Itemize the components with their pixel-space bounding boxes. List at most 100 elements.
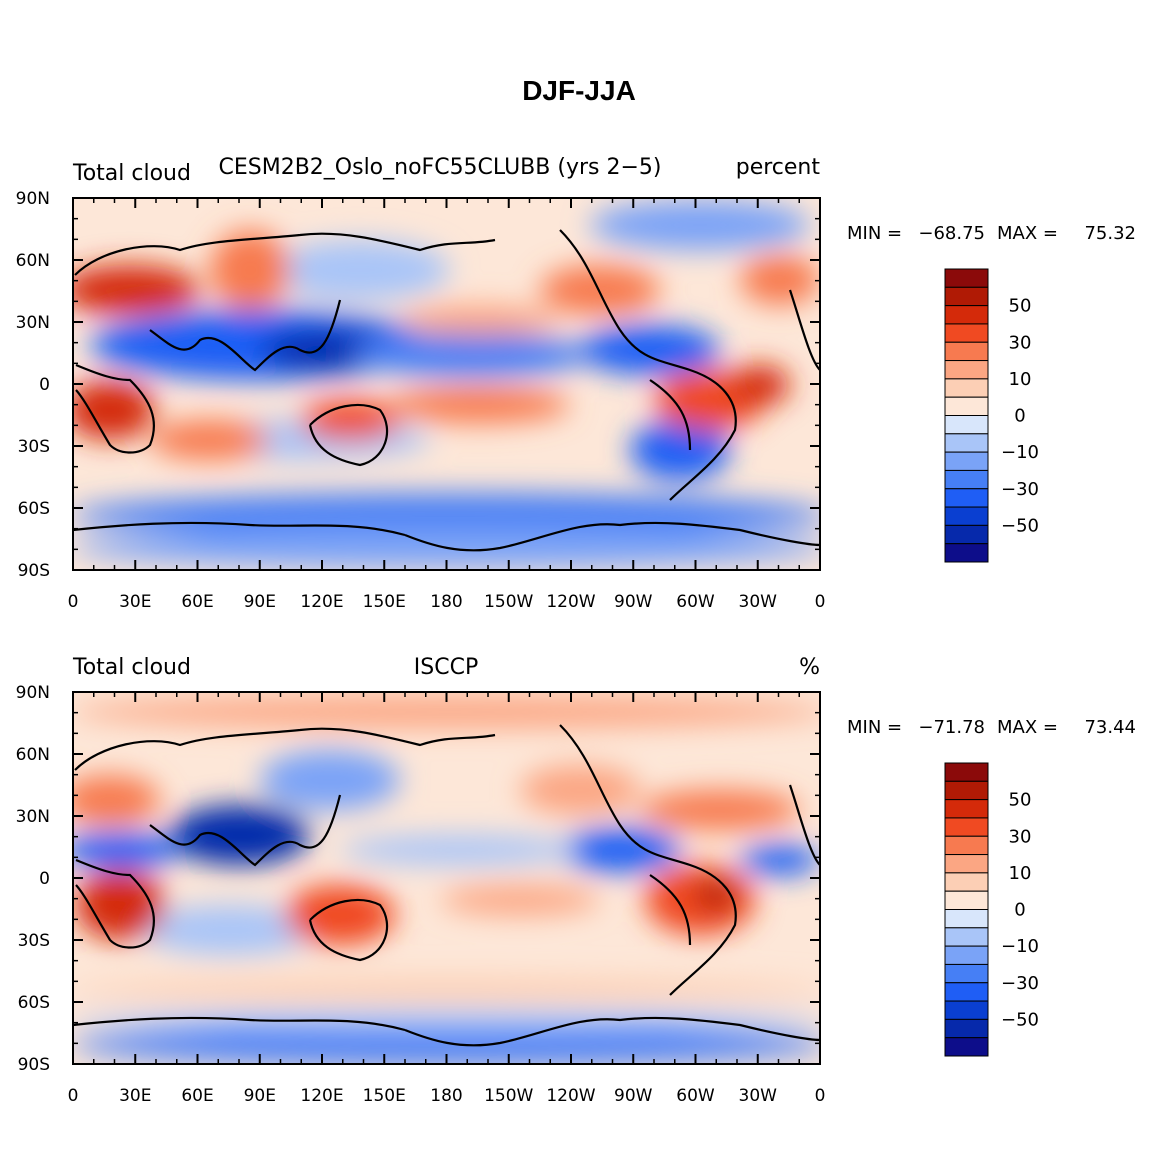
colorbar-swatch [944,1037,989,1057]
colorbar-swatch [944,817,989,837]
colorbar-tick-label: 0 [1014,406,1025,427]
colorbar-swatch [944,854,989,874]
x-tick-label: 180 [430,592,462,612]
colorbar-tick-label: 10 [1009,863,1032,884]
map-axes: 0 30E 60E 90E 120E 150E 180 150W 120W 90W 60W 30W 09… [16,683,826,1106]
figure-title: DJF-JJA [522,75,636,106]
colorbar-swatch [944,323,989,343]
x-tick-label: 30W [739,592,778,612]
colorbar-swatch [944,396,989,416]
colorbar-swatch [944,451,989,471]
colorbar-swatch [944,963,989,984]
x-tick-label: 120W [546,1086,595,1106]
colorbar: 50 30 10 0 −10 −30 −50 [944,762,1039,1057]
colorbar-swatch [944,1000,989,1020]
y-tick-label: 0 [39,375,50,395]
x-tick-label: 60W [676,1086,715,1106]
y-tick-label: 30S [18,931,50,951]
x-tick-label: 0 [68,1086,79,1106]
colorbar-swatch [944,762,989,782]
colorbar-tick-label: 10 [1009,369,1032,390]
min-label: MIN = [847,223,902,244]
colorbar-swatch [944,286,989,307]
colorbar-swatch [944,268,989,288]
panel-right-title: percent [736,155,821,180]
colorbar-swatch [944,1018,989,1039]
x-tick-label: 120W [546,592,595,612]
colorbar-tick-label: 50 [1009,790,1032,811]
colorbar-tick-label: −50 [1001,515,1039,536]
x-tick-label: 0 [68,592,79,612]
x-tick-label: 90W [614,592,653,612]
map-axes: 0 30E 60E 90E 120E 150E 180 150W 120W 90W 60W 30W 0 9… [16,189,826,612]
colorbar-tick-label: 30 [1009,826,1032,847]
min-value: −71.78 [918,717,985,738]
map-field [73,692,820,1064]
colorbar-swatch [944,360,989,380]
colorbar-swatch [944,433,989,453]
x-tick-label: 0 [815,592,826,612]
colorbar-swatch [944,488,989,508]
x-tick-label: 150W [484,1086,533,1106]
colorbar-swatch [944,909,989,929]
colorbar-swatch [944,506,989,526]
colorbar-tick-label: 0 [1014,900,1025,921]
colorbar-swatch [944,945,989,965]
min-value: −68.75 [918,223,985,244]
max-value: 75.32 [1084,223,1136,244]
panel-model: Total cloud CESM2B2_Oslo_noFC55CLUBB (yr… [16,155,1136,612]
colorbar-swatch [944,927,989,947]
x-tick-label: 30W [739,1086,778,1106]
x-tick-label: 150E [363,1086,406,1106]
colorbar-tick-label: −30 [1001,973,1039,994]
max-label: MAX = [997,223,1058,244]
colorbar: 50 30 10 0 −10 −30 −50 [944,268,1039,563]
colorbar-swatch [944,780,989,801]
colorbar-swatch [944,799,989,819]
y-tick-label: 30N [16,313,50,333]
colorbar-swatch [944,835,989,856]
x-tick-label: 150E [363,592,406,612]
x-tick-label: 60E [181,1086,213,1106]
colorbar-swatch [944,524,989,545]
colorbar-swatch [944,305,989,325]
x-tick-label: 90W [614,1086,653,1106]
x-tick-label: 150W [484,592,533,612]
x-tick-label: 30E [119,592,151,612]
colorbar-swatch [944,872,989,892]
panel-left-title: Total cloud [72,655,191,680]
colorbar-swatch [944,341,989,362]
y-tick-label: 60S [18,499,50,519]
y-tick-label: 90N [16,683,50,703]
x-tick-label: 120E [300,592,343,612]
y-tick-label: 60S [18,993,50,1013]
x-tick-label: 120E [300,1086,343,1106]
map-field [73,198,820,570]
colorbar-tick-label: 30 [1009,332,1032,353]
y-tick-label: 60N [16,745,50,765]
colorbar-swatch [944,982,989,1002]
panel-center-title: ISCCP [414,655,478,680]
colorbar-tick-label: 50 [1009,296,1032,317]
x-tick-label: 90E [244,592,276,612]
y-tick-label: 90N [16,189,50,209]
colorbar-swatch [944,378,989,398]
colorbar-tick-label: −10 [1001,442,1039,463]
y-tick-label: 60N [16,251,50,271]
x-tick-label: 30E [119,1086,151,1106]
panel-center-title: CESM2B2_Oslo_noFC55CLUBB (yrs 2−5) [219,155,662,180]
panel-left-title: Total cloud [72,161,191,186]
y-tick-label: 0 [39,869,50,889]
y-tick-label: 30N [16,807,50,827]
x-tick-label: 180 [430,1086,462,1106]
panel-observation: Total cloud ISCCP % [16,655,1136,1106]
min-label: MIN = [847,717,902,738]
colorbar-swatch [944,469,989,490]
panel-right-title: % [799,655,820,680]
y-tick-label: 30S [18,437,50,457]
y-tick-label: 90S [18,1055,50,1075]
x-tick-label: 60E [181,592,213,612]
x-tick-label: 60W [676,592,715,612]
x-tick-label: 0 [815,1086,826,1106]
x-tick-label: 90E [244,1086,276,1106]
